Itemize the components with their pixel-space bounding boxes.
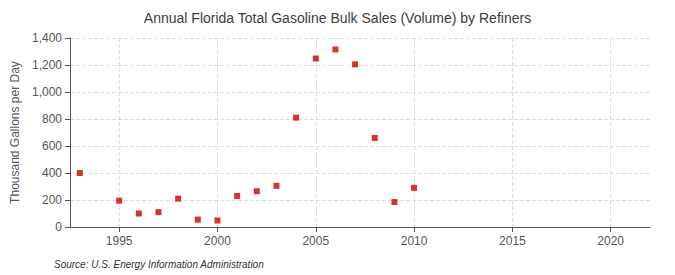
svg-text:1,000: 1,000: [32, 85, 62, 99]
svg-text:400: 400: [42, 166, 62, 180]
svg-text:Source: U.S. Energy Informatio: Source: U.S. Energy Information Administ…: [54, 259, 264, 270]
svg-text:200: 200: [42, 193, 62, 207]
svg-text:2010: 2010: [401, 234, 428, 248]
svg-text:Annual Florida Total Gasoline: Annual Florida Total Gasoline Bulk Sales…: [144, 10, 531, 26]
svg-text:800: 800: [42, 112, 62, 126]
svg-text:2020: 2020: [597, 234, 624, 248]
svg-text:1995: 1995: [106, 234, 133, 248]
svg-text:2015: 2015: [499, 234, 526, 248]
svg-text:0: 0: [55, 220, 62, 234]
svg-text:2005: 2005: [302, 234, 329, 248]
svg-text:1,400: 1,400: [32, 31, 62, 45]
svg-text:1,200: 1,200: [32, 58, 62, 72]
svg-text:2000: 2000: [204, 234, 231, 248]
svg-text:Thousand Gallons per Day: Thousand Gallons per Day: [8, 61, 22, 204]
svg-text:600: 600: [42, 139, 62, 153]
